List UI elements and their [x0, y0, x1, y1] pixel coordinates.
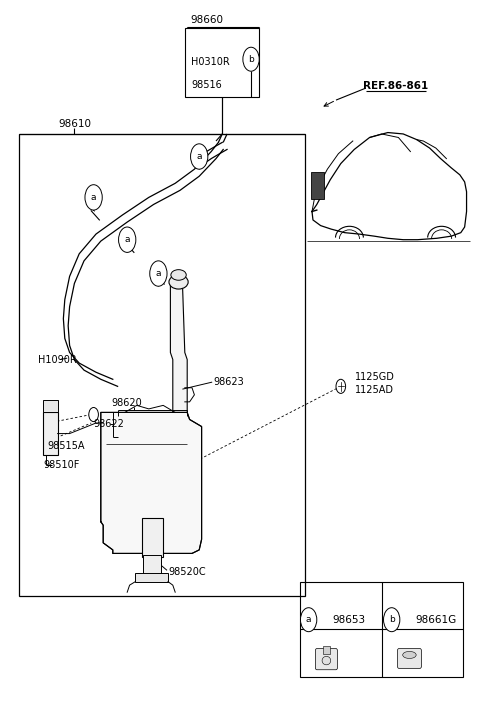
Text: 98660: 98660	[190, 15, 223, 25]
Text: 1125GD: 1125GD	[355, 372, 395, 382]
Circle shape	[243, 47, 259, 71]
Ellipse shape	[322, 656, 331, 665]
Text: a: a	[306, 615, 312, 624]
Text: 98620: 98620	[112, 398, 143, 408]
Circle shape	[191, 144, 208, 169]
Text: b: b	[248, 55, 254, 63]
Bar	[323, 646, 330, 654]
Text: 1125AD: 1125AD	[355, 385, 394, 395]
Polygon shape	[170, 282, 187, 412]
Bar	[135, 573, 168, 582]
Text: 98622: 98622	[94, 419, 124, 429]
Bar	[300, 582, 463, 677]
Ellipse shape	[169, 275, 188, 289]
Bar	[19, 134, 305, 596]
Text: a: a	[124, 235, 130, 244]
Circle shape	[336, 379, 346, 393]
Circle shape	[384, 608, 400, 632]
Circle shape	[119, 227, 136, 252]
Text: a: a	[156, 269, 161, 278]
Text: a: a	[91, 193, 96, 202]
Text: H0310R: H0310R	[191, 57, 230, 67]
Text: H1090R: H1090R	[38, 355, 77, 364]
Bar	[43, 400, 58, 412]
Bar	[311, 172, 324, 199]
Ellipse shape	[171, 269, 186, 280]
FancyBboxPatch shape	[315, 649, 337, 670]
Text: 98515A: 98515A	[47, 441, 84, 450]
Text: 98623: 98623	[214, 377, 244, 387]
Bar	[143, 555, 161, 575]
Circle shape	[150, 261, 167, 286]
Text: 98516: 98516	[191, 80, 222, 90]
Text: 98653: 98653	[333, 615, 366, 625]
Bar	[142, 518, 163, 557]
Text: b: b	[389, 615, 395, 624]
Ellipse shape	[403, 651, 416, 658]
Circle shape	[85, 185, 102, 210]
FancyBboxPatch shape	[397, 649, 421, 668]
Text: 98661G: 98661G	[416, 615, 457, 625]
Text: REF.86-861: REF.86-861	[363, 81, 429, 91]
Polygon shape	[101, 412, 202, 553]
Circle shape	[89, 407, 98, 422]
Text: a: a	[196, 152, 202, 161]
Bar	[185, 28, 259, 97]
Text: 98610: 98610	[58, 119, 91, 129]
Text: 98510F: 98510F	[43, 460, 80, 470]
Bar	[43, 412, 58, 455]
Circle shape	[300, 608, 317, 632]
Text: 98520C: 98520C	[168, 568, 205, 577]
